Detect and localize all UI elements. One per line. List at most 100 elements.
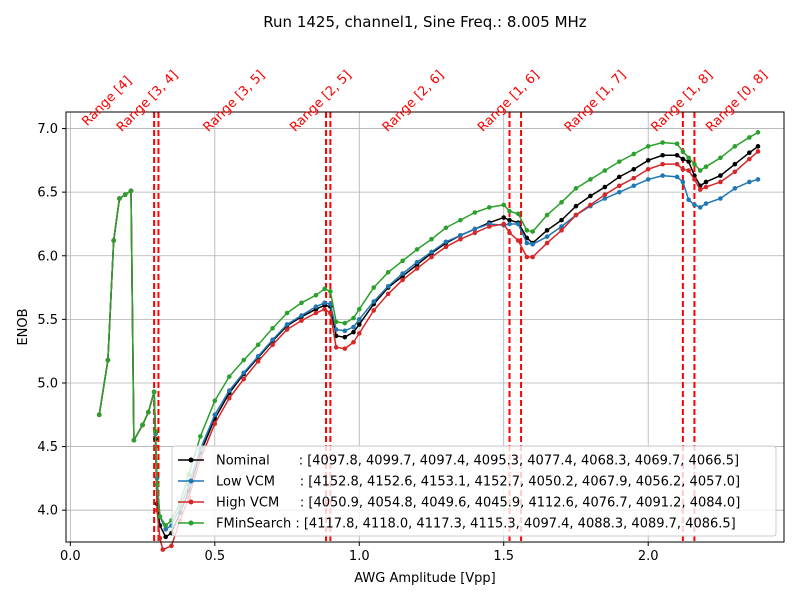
data-point: [645, 144, 651, 149]
data-point: [515, 211, 521, 217]
data-point: [747, 150, 752, 156]
data-point: [747, 179, 752, 185]
data-point: [680, 156, 686, 162]
legend-entry: FMinSearch : [4117.8, 4118.0, 4117.3, 41…: [178, 517, 736, 532]
data-point: [732, 186, 738, 191]
data-point: [617, 183, 622, 189]
x-axis-label: AWG Amplitude [Vpp]: [354, 571, 496, 586]
data-point: [544, 212, 550, 218]
data-point: [111, 238, 116, 243]
x-tick-label: 1.5: [493, 549, 514, 564]
data-point: [747, 135, 752, 140]
data-point: [105, 357, 111, 363]
data-point: [299, 313, 304, 318]
data-point: [507, 230, 512, 236]
data-point: [313, 304, 319, 309]
data-point: [443, 225, 449, 231]
legend-entry: Low VCM : [4152.8, 4152.6, 4153.1, 4152.…: [178, 475, 740, 490]
data-point: [617, 174, 622, 180]
data-point: [322, 286, 327, 292]
data-point: [755, 177, 761, 182]
data-point: [351, 339, 356, 345]
data-point: [255, 353, 261, 359]
data-point: [524, 240, 530, 246]
legend-label: Nominal : [4097.8, 4099.7, 4097.4, 4095.…: [216, 454, 739, 469]
data-point: [559, 217, 564, 223]
data-point: [472, 226, 478, 232]
data-point: [429, 236, 434, 242]
data-point: [472, 210, 478, 215]
data-point: [356, 331, 362, 336]
data-point: [645, 158, 651, 163]
data-point: [356, 317, 362, 322]
data-point: [703, 184, 709, 190]
data-point: [559, 200, 564, 205]
data-point: [313, 310, 319, 316]
data-point: [198, 434, 203, 439]
data-point: [732, 144, 738, 149]
data-point: [351, 315, 356, 321]
data-point: [212, 398, 218, 404]
data-point: [686, 155, 691, 161]
data-point: [692, 161, 697, 167]
y-tick-label: 4.5: [37, 440, 58, 455]
data-point: [270, 342, 275, 348]
data-point: [226, 395, 232, 401]
legend-label: High VCM : [4050.9, 4054.8, 4049.6, 4045…: [216, 496, 740, 511]
data-point: [660, 140, 665, 145]
data-point: [146, 409, 151, 415]
x-tick-label: 0.0: [60, 549, 81, 564]
data-point: [400, 258, 405, 264]
data-point: [573, 186, 579, 191]
data-point: [333, 345, 339, 350]
legend-label: FMinSearch : [4117.8, 4118.0, 4117.3, 41…: [216, 517, 736, 532]
data-point: [414, 247, 420, 252]
data-point: [747, 156, 752, 162]
data-point: [414, 266, 420, 271]
data-point: [703, 179, 709, 185]
data-point: [573, 203, 579, 209]
data-point: [328, 301, 333, 307]
data-point: [342, 328, 348, 334]
data-point: [573, 212, 579, 218]
data-point: [371, 285, 377, 290]
data-point: [524, 254, 530, 260]
data-point: [718, 155, 723, 161]
data-point: [385, 269, 391, 275]
data-point: [284, 310, 290, 316]
data-point: [530, 242, 535, 247]
data-point: [154, 507, 160, 513]
data-point: [400, 271, 405, 276]
data-point: [617, 159, 622, 164]
data-point: [342, 346, 348, 351]
data-point: [631, 183, 637, 189]
data-point: [299, 318, 304, 323]
data-point: [322, 306, 327, 312]
legend-entry: Nominal : [4097.8, 4099.7, 4097.4, 4095.…: [178, 454, 739, 469]
legend-swatch-marker: [188, 499, 194, 505]
data-point: [443, 239, 449, 245]
data-point: [157, 535, 163, 541]
data-point: [160, 547, 166, 552]
data-point: [153, 429, 158, 434]
data-point: [299, 300, 304, 306]
data-point: [645, 166, 651, 172]
data-point: [602, 184, 608, 190]
data-point: [486, 205, 492, 210]
data-point: [674, 174, 680, 180]
data-point: [212, 412, 218, 418]
legend-label: Low VCM : [4152.8, 4152.6, 4153.1, 4152.…: [216, 475, 740, 490]
data-point: [163, 534, 168, 540]
data-point: [686, 159, 691, 164]
data-point: [732, 161, 738, 167]
legend-swatch-marker: [188, 520, 194, 526]
data-point: [507, 221, 512, 227]
series-fminsearch: [96, 130, 761, 528]
data-point: [674, 161, 680, 167]
data-point: [270, 325, 275, 331]
data-point: [674, 141, 680, 147]
data-point: [458, 236, 463, 242]
data-point: [530, 229, 535, 234]
data-point: [284, 322, 290, 327]
